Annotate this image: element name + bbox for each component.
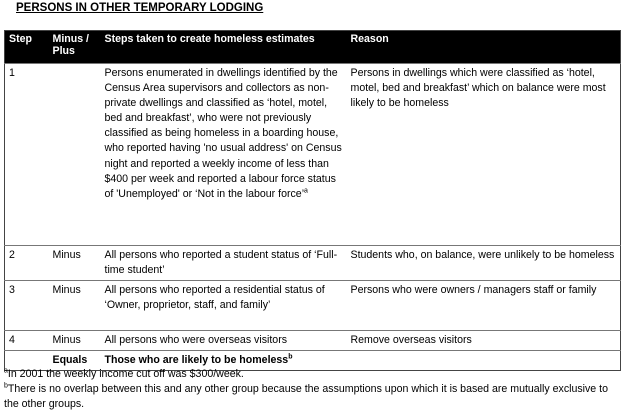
total-row: Equals Those who are likely to be homeles… — [4, 350, 621, 371]
step-cell: 3 — [4, 280, 49, 331]
footnote: bThere is no overlap between this and an… — [4, 382, 616, 412]
empty-cell — [4, 350, 49, 371]
footnotes: aIn 2001 the weekly income cut off was $… — [4, 367, 616, 413]
step-text: All persons who reported a student statu… — [104, 249, 338, 277]
footnote-text: In 2001 the weekly income cut off was $3… — [7, 368, 244, 380]
reason-cell: Students who, on balance, were unlikely … — [346, 244, 621, 281]
header-cell: Step — [4, 30, 49, 64]
step-cell: 2 — [4, 244, 49, 281]
step-text-cell: All persons who were overseas visitors — [100, 330, 347, 351]
header-cell: Minus / Plus — [48, 30, 101, 64]
table-row: 3 Minus All persons who reported a residen… — [4, 280, 621, 331]
step-text-cell: Those who are likely to be homelessb — [100, 350, 347, 371]
plus-minus-cell: Equals — [48, 350, 101, 371]
footnote-marker: a — [4, 367, 8, 375]
plus-minus-cell: Minus — [48, 280, 101, 331]
step-text: All persons who were overseas visitors — [104, 334, 288, 347]
step-text: Persons enumerated in dwellings identifi… — [104, 67, 342, 200]
step-text-cell: All persons who reported a student statu… — [100, 244, 347, 281]
reason-cell: Remove overseas visitors — [346, 330, 621, 351]
table-row: 2 Minus All persons who reported a student… — [4, 244, 621, 281]
note-ref: b — [288, 353, 293, 361]
header-cell: Reason — [346, 30, 621, 64]
note-ref: a — [304, 187, 308, 195]
step-cell: 1 — [4, 63, 49, 246]
title: PERSONS IN OTHER TEMPORARY LODGING — [16, 2, 264, 14]
step-cell: 4 — [4, 330, 49, 351]
step-text-cell: All persons who reported a residential s… — [100, 280, 347, 331]
empty-cell — [346, 350, 621, 371]
header-cell: Steps taken to create homeless estimates — [100, 30, 347, 64]
table-row: 4 Minus All persons who were overseas visi… — [4, 330, 621, 351]
table: Step Minus / Plus Steps taken to create … — [4, 30, 621, 372]
step-text-cell: Persons enumerated in dwellings identifi… — [100, 63, 347, 246]
step-text: All persons who reported a residential s… — [104, 284, 325, 312]
reason-cell: Persons in dwellings which were classifi… — [346, 63, 621, 246]
table-body: 1 Persons enumerated in dwellings identif… — [4, 63, 621, 371]
header-row: Step Minus / Plus Steps taken to create … — [4, 30, 621, 64]
footnote-marker: b — [4, 382, 8, 390]
plus-minus-cell: Minus — [48, 244, 101, 281]
plus-minus-cell — [48, 63, 101, 246]
table-row: 1 Persons enumerated in dwellings identif… — [4, 63, 621, 246]
footnote-text: There is no overlap between this and any… — [4, 383, 608, 411]
reason-cell: Persons who were owners / managers staff… — [346, 280, 621, 331]
step-text: Those who are likely to be homeless — [104, 354, 289, 367]
footnote: aIn 2001 the weekly income cut off was $… — [4, 367, 616, 382]
plus-minus-cell: Minus — [48, 330, 101, 351]
